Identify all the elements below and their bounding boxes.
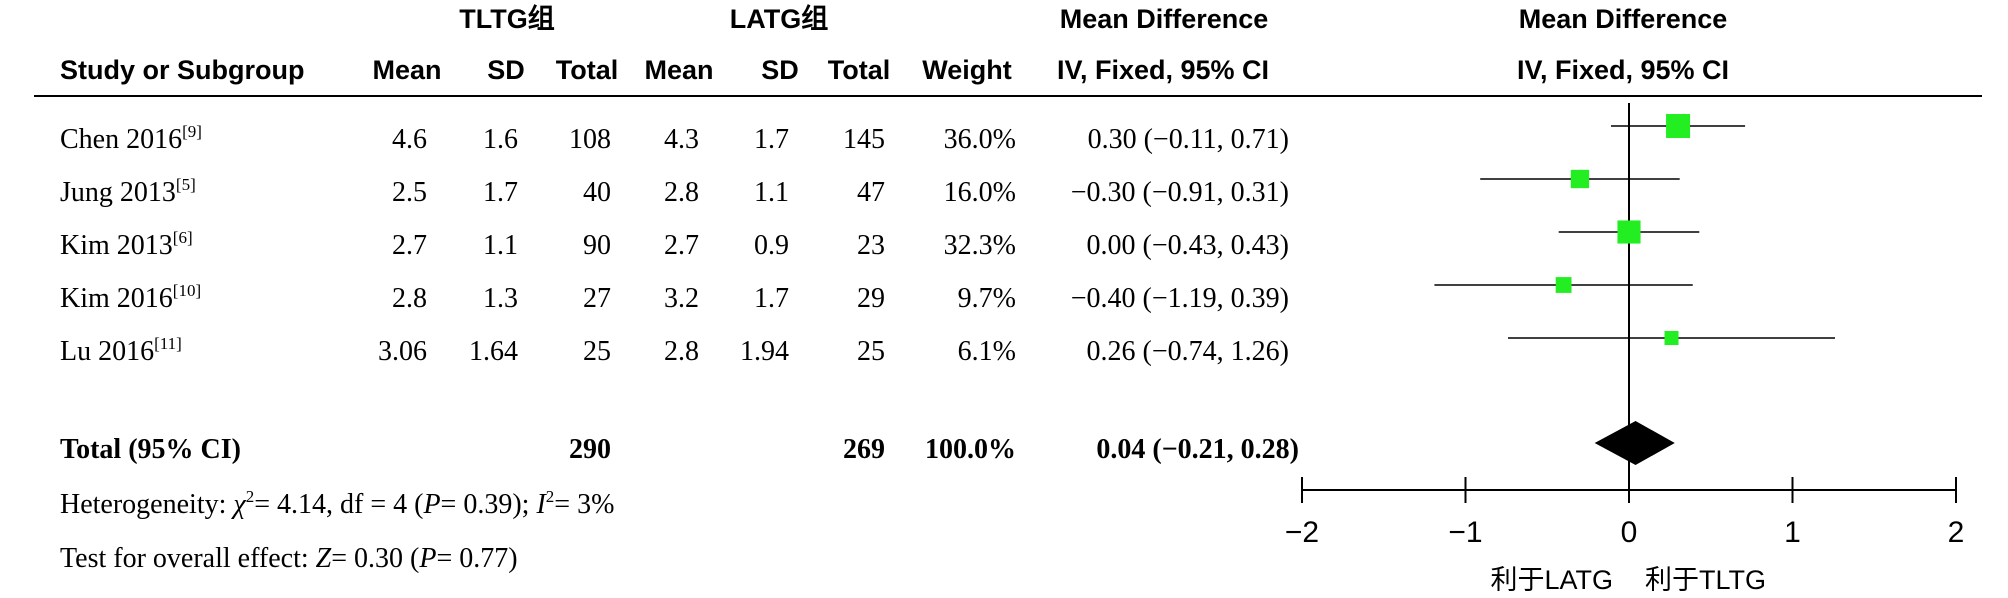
weight-value: 9.7%	[957, 283, 1016, 314]
total2-sum: 269	[843, 434, 885, 465]
plot-header: Mean Difference	[1518, 4, 1728, 34]
study-label: Jung 2013[5]	[60, 175, 196, 208]
mean1-value: 4.6	[392, 124, 427, 155]
sd1-value: 1.6	[483, 124, 518, 155]
sd2-value: 1.7	[754, 283, 789, 314]
favor-left-label: 利于LATG	[1490, 565, 1613, 595]
mean2-value: 4.3	[664, 124, 699, 155]
total-label: Total (95% CI)	[60, 434, 241, 465]
total2-value: 29	[857, 283, 885, 314]
mean2-value: 2.7	[664, 230, 699, 261]
total-weight: 100.0%	[925, 434, 1016, 465]
total2-value: 25	[857, 336, 885, 367]
md-header: Mean Difference	[1059, 4, 1269, 34]
mean1-value: 2.8	[392, 283, 427, 314]
ci-value: 0.00 (−0.43, 0.43)	[1086, 230, 1289, 261]
study-header: Study or Subgroup	[60, 55, 305, 85]
study-label: Chen 2016[9]	[60, 122, 202, 155]
total1-value: 108	[569, 124, 611, 155]
total1-value: 40	[583, 177, 611, 208]
total1-value: 90	[583, 230, 611, 261]
group2-header: LATG组	[729, 4, 829, 34]
sd1-value: 1.7	[483, 177, 518, 208]
tick-label: −1	[1448, 516, 1482, 549]
mean2-header: Mean	[644, 55, 714, 85]
sd2-value: 0.9	[754, 230, 789, 261]
pooled-diamond	[1594, 421, 1675, 465]
effect-square	[1570, 169, 1590, 189]
group1-header: TLTG组	[459, 4, 555, 34]
total2-value: 145	[843, 124, 885, 155]
tick-label: −2	[1285, 516, 1319, 549]
total1-sum: 290	[569, 434, 611, 465]
sd2-value: 1.1	[754, 177, 789, 208]
total2-value: 47	[857, 177, 885, 208]
mean2-value: 2.8	[664, 336, 699, 367]
effect-square	[1617, 220, 1641, 244]
mean1-header: Mean	[372, 55, 442, 85]
ci-value: 0.30 (−0.11, 0.71)	[1087, 124, 1289, 155]
ci-value: −0.30 (−0.91, 0.31)	[1070, 177, 1289, 208]
total1-value: 25	[583, 336, 611, 367]
total1-value: 27	[583, 283, 611, 314]
sd2-header: SD	[761, 55, 799, 85]
md-sub-header: IV, Fixed, 95% CI	[1056, 55, 1270, 85]
overall-effect-text: Test for overall effect: Z= 0.30 (P= 0.7…	[60, 543, 518, 574]
total2-header: Total	[827, 55, 891, 85]
sd1-value: 1.1	[483, 230, 518, 261]
tick-label: 1	[1784, 516, 1801, 549]
mean1-value: 2.5	[392, 177, 427, 208]
tick-label: 2	[1948, 516, 1965, 549]
weight-header: Weight	[922, 55, 1012, 85]
study-label: Kim 2013[6]	[60, 228, 193, 261]
ci-value: 0.26 (−0.74, 1.26)	[1086, 336, 1289, 367]
mean2-value: 3.2	[664, 283, 699, 314]
weight-value: 16.0%	[943, 177, 1016, 208]
favor-right-label: 利于TLTG	[1645, 565, 1766, 595]
mean2-value: 2.8	[664, 177, 699, 208]
total-ci: 0.04 (−0.21, 0.28)	[1096, 434, 1299, 465]
effect-square	[1555, 277, 1572, 293]
sd1-value: 1.3	[483, 283, 518, 314]
mean1-value: 3.06	[378, 336, 427, 367]
sd2-value: 1.7	[754, 124, 789, 155]
mean1-value: 2.7	[392, 230, 427, 261]
ci-value: −0.40 (−1.19, 0.39)	[1070, 283, 1289, 314]
effect-square	[1666, 114, 1691, 138]
sd1-header: SD	[487, 55, 525, 85]
total1-header: Total	[555, 55, 619, 85]
sd2-value: 1.94	[740, 336, 789, 367]
header-rule	[34, 95, 1982, 97]
total2-value: 23	[857, 230, 885, 261]
study-label: Kim 2016[10]	[60, 281, 202, 314]
weight-value: 36.0%	[943, 124, 1016, 155]
heterogeneity-text: Heterogeneity: χ2= 4.14, df = 4 (P= 0.39…	[60, 487, 615, 520]
plot-sub-header: IV, Fixed, 95% CI	[1516, 55, 1730, 85]
effect-square	[1664, 331, 1679, 345]
sd1-value: 1.64	[469, 336, 518, 367]
weight-value: 6.1%	[957, 336, 1016, 367]
tick-label: 0	[1621, 516, 1638, 549]
weight-value: 32.3%	[943, 230, 1016, 261]
study-label: Lu 2016[11]	[60, 334, 182, 367]
